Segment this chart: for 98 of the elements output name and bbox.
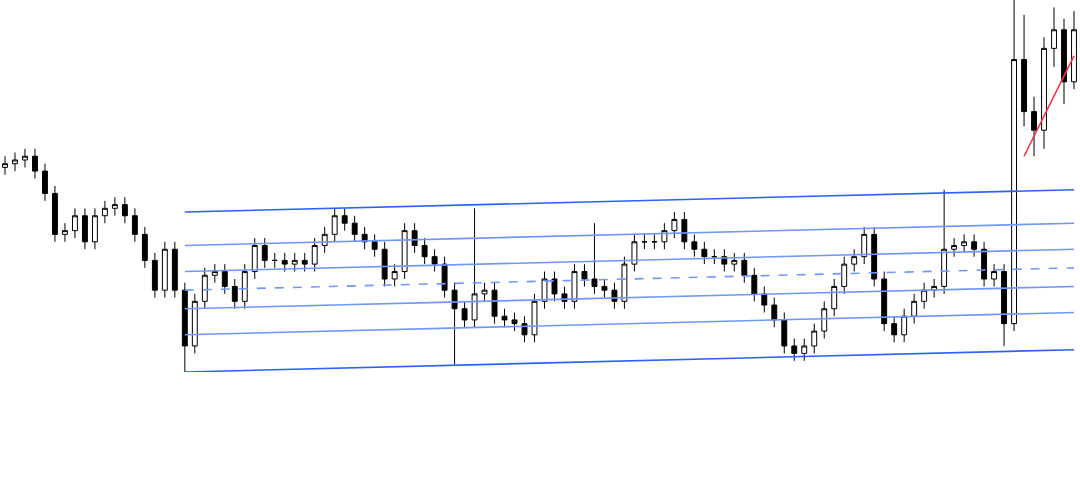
candlestick	[42, 163, 48, 202]
candlestick	[981, 241, 988, 287]
candlestick	[861, 226, 868, 265]
candlestick	[731, 252, 738, 273]
candlestick	[131, 207, 138, 243]
candlestick	[281, 252, 288, 273]
candlestick	[991, 263, 998, 287]
candlestick	[161, 241, 168, 299]
candlestick	[251, 237, 258, 280]
candlestick	[631, 233, 638, 273]
candlestick	[531, 293, 538, 343]
candlestick	[701, 241, 708, 265]
candlestick	[431, 248, 438, 273]
candlestick	[181, 282, 188, 372]
candlestick	[791, 338, 798, 362]
candlestick	[311, 237, 318, 273]
candlestick	[961, 233, 968, 254]
candlestick	[471, 207, 478, 328]
candlestick	[421, 237, 428, 265]
candlestick	[581, 263, 588, 287]
candlestick	[231, 278, 238, 310]
candlestick	[951, 237, 958, 258]
candlestick	[191, 293, 198, 354]
candlestick	[811, 323, 818, 354]
candlestick	[571, 263, 578, 310]
candlestick	[491, 282, 498, 325]
candlestick	[391, 263, 398, 287]
candlestick	[171, 241, 178, 299]
candlestick	[601, 278, 608, 299]
candlestick	[271, 252, 278, 269]
candlestick	[831, 278, 838, 317]
candlestick	[621, 256, 628, 310]
candlestick	[541, 271, 548, 310]
candlestick	[201, 267, 208, 310]
candlestick	[351, 215, 358, 243]
candlestick	[941, 189, 948, 295]
candlestick	[511, 311, 518, 332]
candlestick	[1001, 263, 1008, 347]
candlestick	[881, 271, 888, 332]
candlestick	[651, 233, 658, 250]
candlestick	[741, 252, 748, 284]
candlestick	[211, 263, 218, 284]
candlestick	[61, 222, 68, 243]
candlestick	[32, 148, 38, 180]
candlestick	[331, 207, 338, 243]
candlestick	[691, 233, 698, 258]
candlestick	[111, 196, 118, 217]
candlestick	[71, 207, 78, 239]
candlestick	[761, 285, 768, 313]
candlestick	[551, 271, 558, 302]
candlestick	[871, 226, 878, 287]
candlestick	[81, 207, 88, 250]
candlestick	[801, 338, 808, 362]
candlestick	[401, 222, 408, 280]
candlestick	[751, 267, 758, 302]
candlestick	[851, 248, 858, 273]
candlestick	[261, 237, 268, 269]
candlestick	[151, 252, 158, 299]
candlestick	[441, 256, 448, 299]
candlestick	[12, 152, 18, 172]
candlestick	[821, 300, 828, 340]
candlestick	[291, 252, 298, 273]
candlestick	[1031, 96, 1037, 157]
candlestick	[911, 293, 918, 325]
candlestick	[221, 263, 228, 295]
candlestick	[671, 211, 678, 239]
candlestick	[381, 241, 388, 287]
candlestick	[681, 211, 688, 250]
candlestick	[22, 148, 28, 168]
candlestick	[661, 222, 668, 250]
candlestick	[341, 207, 348, 232]
candlestick	[141, 226, 148, 269]
candlestick	[1071, 10, 1077, 90]
candlestick	[771, 297, 778, 328]
candlestick	[1021, 14, 1027, 127]
candlestick	[921, 282, 928, 310]
candlestick	[641, 233, 648, 250]
candlestick	[481, 282, 488, 302]
candlestick	[301, 252, 308, 273]
candlestick	[1061, 18, 1067, 105]
candlestick	[781, 311, 788, 354]
candlestick	[711, 248, 718, 265]
candlestick	[241, 263, 248, 310]
candlestick	[371, 233, 378, 258]
candlestick	[841, 256, 848, 295]
candlestick	[101, 200, 108, 224]
candlestick	[901, 308, 908, 343]
candlestick	[121, 196, 128, 224]
candlestick	[891, 315, 898, 343]
candlestick	[52, 185, 58, 243]
candlestick	[1041, 36, 1047, 150]
candlestick	[971, 233, 978, 258]
candlestick	[461, 300, 468, 328]
candlestick	[1051, 6, 1057, 68]
candlestick	[591, 222, 598, 295]
candlestick	[501, 308, 508, 328]
candlestick	[91, 207, 98, 250]
candlestick	[451, 282, 458, 366]
